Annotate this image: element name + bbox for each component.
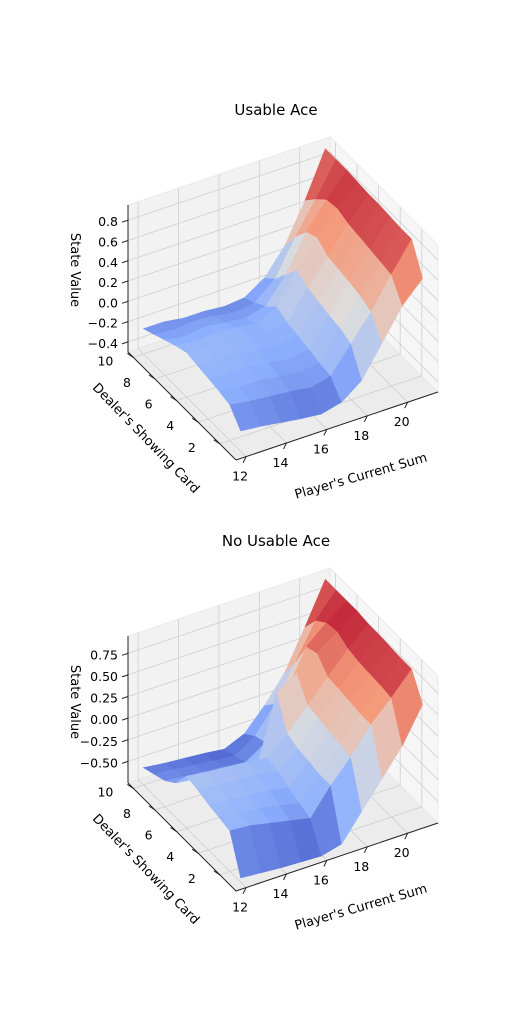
surface-facet <box>391 238 423 307</box>
x-tick <box>323 860 328 867</box>
x-tick <box>283 442 287 450</box>
y-tick-label: 10 <box>97 784 113 799</box>
chart-title: Usable Ace <box>234 101 317 119</box>
x-tick <box>242 456 247 463</box>
x-tick <box>283 873 287 881</box>
z-tick-label: 0.4 <box>98 255 118 270</box>
z-tick-label: 0.8 <box>98 214 118 229</box>
z-tick <box>121 652 129 656</box>
y-tick <box>213 870 221 876</box>
y-tick-label: 6 <box>145 828 153 843</box>
z-tick <box>121 717 129 721</box>
x-axis-line <box>235 391 439 461</box>
y-tick-label: 2 <box>188 440 196 455</box>
x-tick <box>242 887 247 894</box>
z-tick <box>121 280 129 284</box>
y-tick <box>191 417 199 423</box>
z-tick-label: 0.75 <box>90 647 118 662</box>
x-tick <box>404 401 409 409</box>
x-axis-line <box>235 822 439 892</box>
y-tick-label: 4 <box>166 418 174 433</box>
z-tick-label: 0.00 <box>90 712 118 727</box>
z-tick-label: 0.50 <box>90 669 118 684</box>
x-tick-label: 20 <box>394 414 410 429</box>
z-tick <box>121 300 129 304</box>
x-tick-label: 12 <box>232 469 248 484</box>
z-gridline <box>127 151 439 261</box>
y-tick <box>127 352 134 358</box>
y-tick <box>148 374 156 380</box>
x-tick <box>363 415 368 423</box>
x-tick-label: 16 <box>313 872 329 887</box>
z-tick-label: −0.2 <box>88 316 118 331</box>
z-tick <box>121 739 129 743</box>
z-tick <box>121 674 129 678</box>
x-gridline <box>137 201 247 457</box>
y-tick <box>148 805 156 811</box>
z-tick-label: 0.6 <box>98 235 118 250</box>
surface-facet <box>391 668 423 747</box>
y-tick <box>191 848 199 854</box>
y-tick-label: 8 <box>123 806 131 821</box>
y-tick-label: 10 <box>97 353 113 368</box>
chart-title: No Usable Ace <box>222 532 330 550</box>
x-gridline <box>137 632 247 888</box>
z-tick-label: 0.2 <box>98 275 118 290</box>
z-tick <box>121 260 129 264</box>
y-tick <box>127 783 134 789</box>
y-tick <box>170 396 177 402</box>
y-tick-label: 2 <box>188 871 196 886</box>
x-tick <box>363 846 368 854</box>
y-tick-label: 4 <box>166 849 174 864</box>
z-tick <box>121 321 129 325</box>
z-axis-label: State Value <box>67 233 82 307</box>
y-tick-label: 8 <box>123 375 131 390</box>
x-tick <box>323 429 328 436</box>
x-tick-label: 20 <box>394 845 410 860</box>
z-tick-label: 0.0 <box>98 295 118 310</box>
y-tick-label: 6 <box>145 397 153 412</box>
z-axis-label: State Value <box>67 665 82 739</box>
x-axis-label: Player's Current Sum <box>293 882 429 934</box>
x-tick-label: 18 <box>353 428 369 443</box>
plot-usable-ace: 1214161820246810−0.4−0.20.00.20.40.60.8 … <box>67 101 439 503</box>
z-tick <box>121 240 129 243</box>
x-tick-label: 16 <box>313 441 329 456</box>
z-tick <box>121 219 129 223</box>
y-tick <box>213 439 221 445</box>
x-tick-label: 18 <box>353 859 369 874</box>
z-tick-label: 0.25 <box>90 691 118 706</box>
z-tick <box>121 696 129 700</box>
x-tick <box>404 832 409 840</box>
z-tick-label: −0.4 <box>88 336 118 351</box>
z-tick <box>121 341 129 345</box>
x-axis-label: Player's Current Sum <box>293 451 429 503</box>
x-tick-label: 14 <box>273 455 289 470</box>
z-tick <box>121 760 129 764</box>
y-tick <box>170 827 177 833</box>
z-tick-label: −0.25 <box>80 734 118 749</box>
x-tick-label: 14 <box>273 886 289 901</box>
z-tick-label: −0.50 <box>80 755 118 770</box>
x-tick-label: 12 <box>232 900 248 915</box>
